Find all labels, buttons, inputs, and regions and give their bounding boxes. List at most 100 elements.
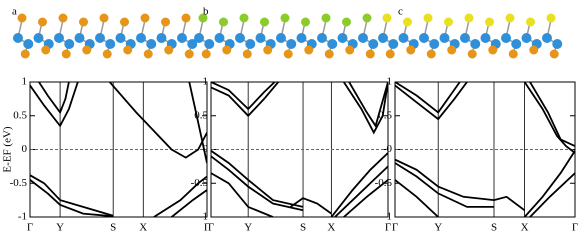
top-atom xyxy=(301,17,310,27)
band xyxy=(211,82,279,118)
x-tick-label: X xyxy=(139,222,147,234)
band xyxy=(334,165,388,217)
top-atom xyxy=(219,17,228,27)
top-atom xyxy=(505,13,515,23)
y-tick-label: 0 xyxy=(22,143,28,155)
metal-atom xyxy=(95,33,105,43)
bottom-atom xyxy=(467,49,477,59)
bottom-atom xyxy=(222,45,232,55)
y-tick-label: 0.5 xyxy=(13,109,27,121)
y-tick-label: 0 xyxy=(203,143,209,155)
bottom-atom xyxy=(345,45,355,55)
metal-atom xyxy=(521,33,532,43)
top-atom xyxy=(38,17,47,27)
band xyxy=(343,179,388,217)
y-axis-label: E-EF (eV) xyxy=(2,126,14,172)
metal-atom xyxy=(255,33,266,43)
band xyxy=(30,174,114,217)
bottom-atom xyxy=(61,49,71,59)
bottom-atom xyxy=(426,49,436,59)
band xyxy=(395,162,494,208)
metal-atom xyxy=(337,33,348,43)
metal-atom xyxy=(470,39,481,49)
metal-atom xyxy=(187,39,198,49)
x-tick-label: S xyxy=(491,222,497,234)
x-tick-label: X xyxy=(521,222,529,234)
y-tick-label: 1 xyxy=(203,76,209,88)
bottom-atom xyxy=(82,45,92,55)
top-atom xyxy=(342,17,351,27)
band xyxy=(343,82,388,135)
band xyxy=(523,150,575,217)
band xyxy=(523,82,575,154)
metal-atom xyxy=(511,39,522,49)
bottom-atom xyxy=(406,45,416,55)
crystal-structure xyxy=(194,13,379,59)
x-tick-label: Y xyxy=(244,222,252,234)
bottom-atom xyxy=(488,45,498,55)
y-tick-label: -1 xyxy=(18,211,27,223)
bottom-atom xyxy=(549,49,559,59)
band xyxy=(395,179,439,217)
x-tick-label: Γ xyxy=(208,222,214,234)
x-tick-label: S xyxy=(300,222,306,234)
band xyxy=(395,82,461,114)
top-atom xyxy=(485,17,494,27)
x-tick-label: S xyxy=(110,222,116,234)
metal-atom xyxy=(398,33,409,43)
top-atom xyxy=(140,13,150,23)
top-atom xyxy=(321,13,331,23)
bottom-atom xyxy=(304,45,314,55)
top-atom xyxy=(120,17,129,27)
top-atom xyxy=(423,13,433,23)
top-atom xyxy=(382,13,392,23)
bottom-atom xyxy=(41,45,51,55)
x-tick-label: Γ xyxy=(385,222,391,234)
bottom-atom xyxy=(102,49,112,59)
top-atom xyxy=(17,13,27,23)
bottom-atom xyxy=(508,49,518,59)
bottom-atom xyxy=(324,49,334,59)
top-atom xyxy=(198,13,208,23)
band xyxy=(211,155,304,212)
top-atom xyxy=(280,13,290,23)
band xyxy=(330,152,388,217)
top-atom xyxy=(239,13,249,23)
band xyxy=(529,172,575,217)
metal-atom xyxy=(136,33,146,43)
metal-atom xyxy=(245,39,256,49)
metal-atom xyxy=(194,33,204,43)
y-tick-label: -1 xyxy=(199,211,208,223)
metal-atom xyxy=(115,33,126,43)
top-atom xyxy=(181,13,191,23)
band xyxy=(30,82,79,128)
top-atom xyxy=(58,13,68,23)
bottom-atom xyxy=(447,45,457,55)
band xyxy=(30,179,114,217)
metal-atom xyxy=(156,33,167,43)
bottom-atom xyxy=(365,49,375,59)
x-tick-label: Γ xyxy=(204,222,210,234)
metal-atom xyxy=(480,33,491,43)
y-tick-label: 0.5 xyxy=(378,109,392,121)
bottom-atom xyxy=(143,49,153,59)
bottom-atom xyxy=(385,49,395,59)
metal-atom xyxy=(501,33,511,43)
bottom-atom xyxy=(164,45,174,55)
metal-atom xyxy=(177,33,187,43)
metal-atom xyxy=(74,33,85,43)
metal-atom xyxy=(54,33,64,43)
metal-atom xyxy=(317,33,327,43)
metal-atom xyxy=(429,39,440,49)
top-atom xyxy=(464,13,474,23)
top-atom xyxy=(444,17,453,27)
x-tick-label: Γ xyxy=(572,222,578,234)
y-tick-label: -1 xyxy=(383,211,392,223)
plot-frame xyxy=(29,81,208,218)
top-atom xyxy=(362,13,372,23)
bottom-atom xyxy=(20,49,30,59)
crystal-structure xyxy=(13,13,198,59)
metal-atom xyxy=(23,39,34,49)
band xyxy=(493,195,526,212)
